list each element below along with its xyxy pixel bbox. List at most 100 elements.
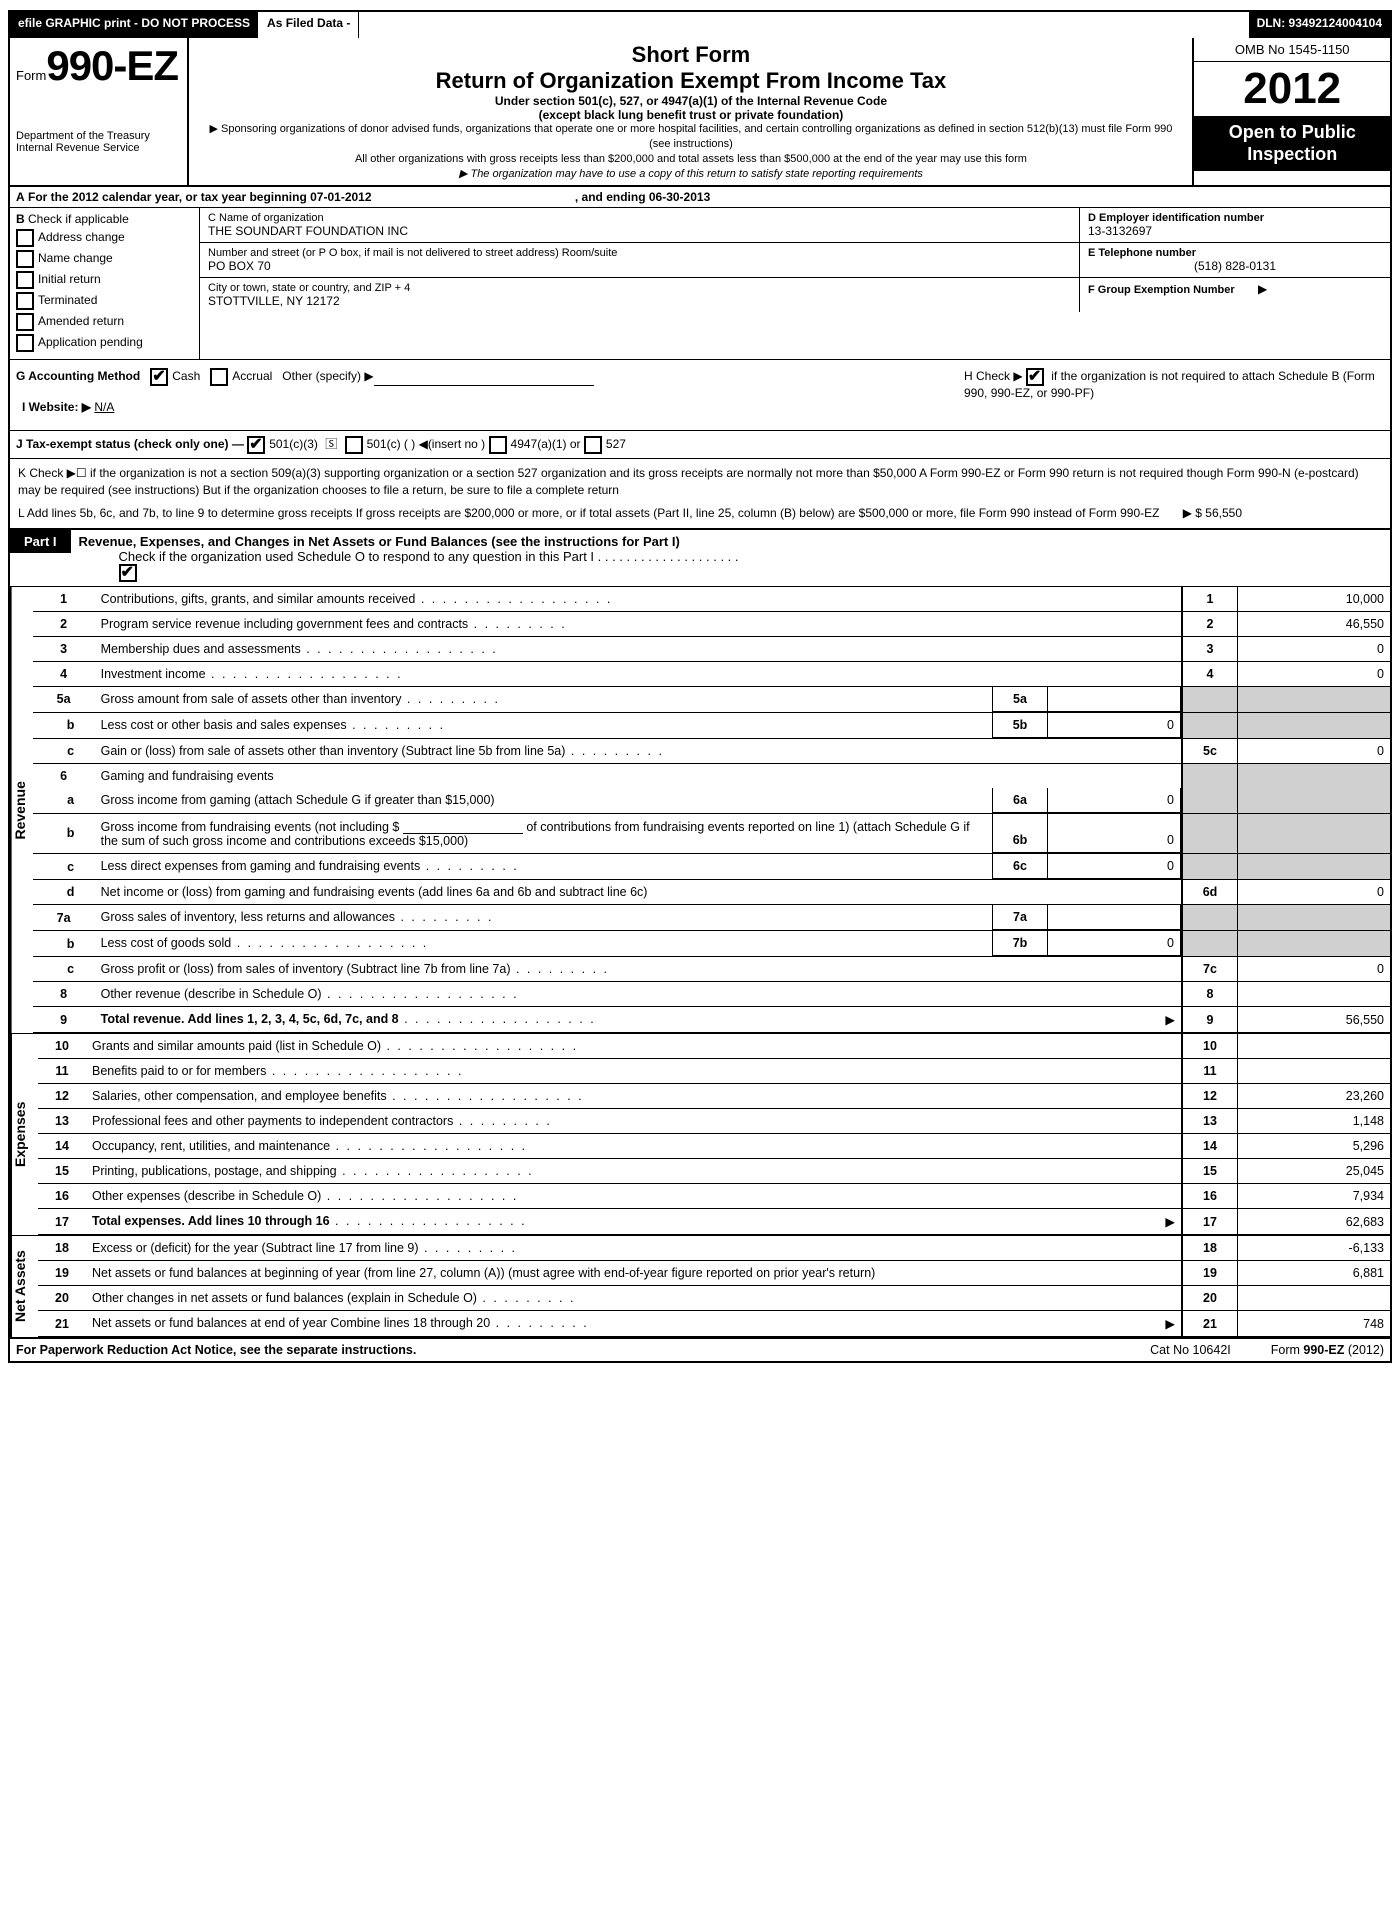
row-a-tax-year: A For the 2012 calendar year, or tax yea…	[10, 187, 1390, 208]
line-19: 19Net assets or fund balances at beginni…	[38, 1261, 1390, 1286]
page-footer: For Paperwork Reduction Act Notice, see …	[10, 1339, 1390, 1361]
row-a-ending: , and ending 06-30-2013	[575, 190, 710, 204]
line-6a-box: 6a	[993, 788, 1048, 813]
tax-exempt-status-row: J Tax-exempt status (check only one) — 5…	[10, 431, 1390, 459]
line-7a: 7a Gross sales of inventory, less return…	[33, 905, 1390, 931]
accrual-label: Accrual	[232, 370, 272, 384]
header-right: OMB No 1545-1150 2012 Open to Public Ins…	[1192, 38, 1390, 185]
check-amended-return[interactable]: Amended return	[16, 313, 193, 331]
check-application-pending-label: Application pending	[38, 336, 143, 350]
other-specify-line[interactable]	[374, 371, 594, 386]
short-form-label: Short Form	[197, 42, 1184, 68]
row-a-text: For the 2012 calendar year, or tax year …	[28, 190, 372, 204]
expenses-section: Expenses 10Grants and similar amounts pa…	[10, 1034, 1390, 1236]
check-accrual[interactable]	[210, 368, 228, 386]
group-exemption-arrow: ▶	[1258, 282, 1267, 296]
line-16: 16Other expenses (describe in Schedule O…	[38, 1184, 1390, 1209]
527-label: 527	[606, 437, 626, 451]
accounting-method-row: G Accounting Method Cash Accrual Other (…	[16, 368, 964, 422]
line-6: 6Gaming and fundraising events	[33, 763, 1390, 788]
line-5b-box: 5b	[993, 713, 1048, 738]
line-1: 1Contributions, gifts, grants, and simil…	[33, 587, 1390, 612]
city-label: City or town, state or country, and ZIP …	[208, 282, 1071, 294]
line-6b-desc: Gross income from fundraising events (no…	[95, 814, 993, 853]
org-name-value: THE SOUNDART FOUNDATION INC	[208, 224, 1071, 238]
line-17: 17Total expenses. Add lines 10 through 1…	[38, 1209, 1390, 1235]
footer-left: For Paperwork Reduction Act Notice, see …	[16, 1343, 1110, 1357]
part-i-title-block: Revenue, Expenses, and Changes in Net As…	[71, 530, 1390, 586]
website-label: I Website: ▶	[22, 400, 91, 414]
net-assets-vlabel: Net Assets	[10, 1236, 38, 1337]
line-6b-blank[interactable]	[403, 819, 523, 834]
phone-cell: E Telephone number (518) 828-0131	[1080, 243, 1390, 277]
efile-topbar: efile GRAPHIC print - DO NOT PROCESS As …	[10, 12, 1390, 38]
check-501c-other[interactable]	[345, 436, 363, 454]
line-9: 9Total revenue. Add lines 1, 2, 3, 4, 5c…	[33, 1007, 1390, 1033]
expenses-table: 10Grants and similar amounts paid (list …	[38, 1034, 1390, 1235]
footer-center: Cat No 10642I	[1150, 1343, 1231, 1357]
line-6c: c Less direct expenses from gaming and f…	[33, 854, 1390, 880]
check-terminated[interactable]: Terminated	[16, 292, 193, 310]
501c3-label: 501(c)(3)	[269, 437, 318, 451]
expenses-vlabel: Expenses	[10, 1034, 38, 1235]
row-gh: G Accounting Method Cash Accrual Other (…	[10, 360, 1390, 431]
line-7a-box: 7a	[993, 905, 1048, 930]
fine-print-2: All other organizations with gross recei…	[197, 152, 1184, 167]
line-7a-desc: Gross sales of inventory, less returns a…	[95, 905, 993, 930]
line-12: 12Salaries, other compensation, and empl…	[38, 1084, 1390, 1109]
line-5a-boxval	[1048, 687, 1181, 712]
line-6b: b Gross income from fundraising events (…	[33, 813, 1390, 854]
line-7b-box: 7b	[993, 931, 1048, 956]
revenue-table: 1Contributions, gifts, grants, and simil…	[33, 587, 1390, 1034]
line-6a-desc: Gross income from gaming (attach Schedul…	[95, 788, 993, 813]
check-527[interactable]	[584, 436, 602, 454]
k-text: K Check ▶☐ if the organization is not a …	[18, 465, 1382, 499]
line-6b-desc1: Gross income from fundraising events (no…	[101, 820, 400, 834]
form-subtitle: Under section 501(c), 527, or 4947(a)(1)…	[197, 94, 1184, 108]
city-value: STOTTVILLE, NY 12172	[208, 294, 1071, 308]
501c-other-label: 501(c) ( ) ◀(insert no )	[367, 437, 486, 451]
net-assets-table: 18Excess or (deficit) for the year (Subt…	[38, 1236, 1390, 1337]
tax-year: 2012	[1194, 62, 1390, 116]
website-value: N/A	[94, 400, 594, 414]
topbar-fill	[359, 12, 1248, 38]
check-address-change[interactable]: Address change	[16, 229, 193, 247]
check-4947[interactable]	[489, 436, 507, 454]
header-left: Form990-EZ Department of the Treasury In…	[10, 38, 189, 185]
city-cell: City or town, state or country, and ZIP …	[200, 278, 1080, 312]
4947-label: 4947(a)(1) or	[511, 437, 581, 451]
check-schedule-o[interactable]	[119, 564, 137, 582]
line-6b-box: 6b	[993, 814, 1048, 853]
line-3: 3Membership dues and assessments30	[33, 636, 1390, 661]
check-cash[interactable]	[150, 368, 168, 386]
part-i-header: Part I Revenue, Expenses, and Changes in…	[10, 530, 1390, 587]
check-initial-return[interactable]: Initial return	[16, 271, 193, 289]
line-6d: dNet income or (loss) from gaming and fu…	[33, 880, 1390, 905]
check-application-pending[interactable]: Application pending	[16, 334, 193, 352]
check-schedule-b[interactable]	[1026, 368, 1044, 386]
form-page: efile GRAPHIC print - DO NOT PROCESS As …	[8, 10, 1392, 1363]
check-terminated-label: Terminated	[38, 294, 97, 308]
line-21-desc: Net assets or fund balances at end of ye…	[92, 1316, 490, 1330]
check-address-change-label: Address change	[38, 231, 125, 245]
form-title: Return of Organization Exempt From Incom…	[197, 68, 1184, 94]
fine-print-3: ▶ The organization may have to use a cop…	[197, 167, 1184, 182]
part-i-check-text: Check if the organization used Schedule …	[119, 549, 739, 564]
omb-number: OMB No 1545-1150	[1194, 38, 1390, 62]
check-name-change[interactable]: Name change	[16, 250, 193, 268]
fine-print-1: ▶ Sponsoring organizations of donor advi…	[197, 122, 1184, 152]
group-exemption-label: F Group Exemption Number	[1088, 284, 1235, 296]
line-6a: a Gross income from gaming (attach Sched…	[33, 788, 1390, 814]
check-initial-return-label: Initial return	[38, 273, 101, 287]
row-a-prefix: A	[16, 190, 25, 204]
line-10: 10Grants and similar amounts paid (list …	[38, 1034, 1390, 1059]
other-label: Other (specify) ▶	[282, 370, 373, 384]
l-text: L Add lines 5b, 6c, and 7b, to line 9 to…	[18, 506, 1159, 520]
line-17-desc: Total expenses. Add lines 10 through 16	[92, 1214, 330, 1228]
topbar-left: efile GRAPHIC print - DO NOT PROCESS	[10, 12, 259, 38]
h-text1: H Check ▶	[964, 370, 1023, 384]
section-bcdef: B Check if applicable Address change Nam…	[10, 208, 1390, 360]
line-6c-box: 6c	[993, 854, 1048, 879]
check-501c3[interactable]	[247, 436, 265, 454]
line-7b: b Less cost of goods sold 7b 0	[33, 931, 1390, 957]
